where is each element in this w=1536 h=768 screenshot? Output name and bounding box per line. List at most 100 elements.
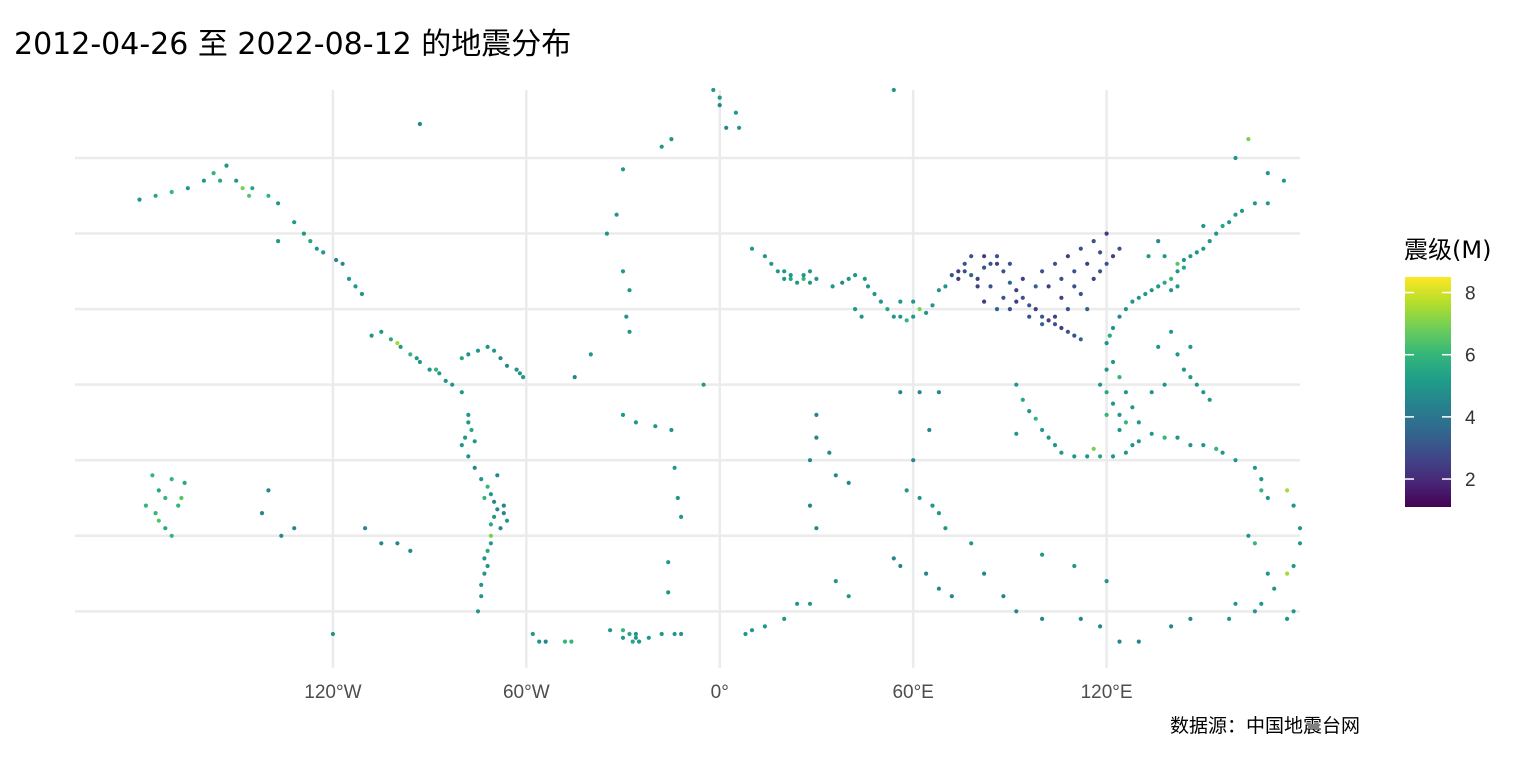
earthquake-point xyxy=(1091,239,1096,244)
earthquake-point xyxy=(627,329,632,334)
earthquake-point xyxy=(1117,314,1122,319)
earthquake-point xyxy=(1052,261,1058,266)
earthquake-point xyxy=(911,458,916,463)
earthquake-point xyxy=(176,503,181,508)
chart-title: 2012-04-26 至 2022-08-12 的地震分布 xyxy=(14,27,571,62)
earthquake-point xyxy=(1149,288,1154,293)
earthquake-point xyxy=(930,303,935,308)
earthquake-point xyxy=(1059,450,1064,455)
earthquake-point xyxy=(479,582,484,588)
earthquake-point xyxy=(495,473,500,478)
earthquake-point xyxy=(1175,284,1180,289)
earthquake-point xyxy=(1143,291,1148,297)
earthquake-point xyxy=(646,635,651,640)
earthquake-point xyxy=(666,590,671,595)
earthquake-point xyxy=(1040,322,1045,327)
earthquake-point xyxy=(1046,318,1051,323)
earthquake-point xyxy=(234,178,239,183)
earthquake-point xyxy=(1156,284,1161,289)
earthquake-point xyxy=(153,193,158,198)
earthquake-point xyxy=(627,288,632,293)
earthquake-point xyxy=(1046,435,1051,440)
earthquake-point xyxy=(1117,246,1122,251)
earthquake-point xyxy=(1123,390,1128,395)
earthquake-point xyxy=(1207,397,1212,402)
earthquake-point xyxy=(1233,458,1238,463)
earthquake-point xyxy=(1285,571,1290,576)
earthquake-point xyxy=(1136,639,1141,644)
earthquake-point xyxy=(443,378,448,383)
earthquake-point xyxy=(1297,541,1303,546)
earthquake-point xyxy=(1091,446,1096,451)
earthquake-point xyxy=(482,495,487,501)
earthquake-point xyxy=(466,454,471,459)
earthquake-point xyxy=(1259,601,1264,606)
earthquake-point xyxy=(807,280,813,285)
earthquake-point xyxy=(962,269,967,274)
earthquake-point xyxy=(1014,609,1019,614)
earthquake-point xyxy=(482,571,487,576)
earthquake-point xyxy=(1014,299,1019,304)
earthquake-point xyxy=(775,269,780,274)
earthquake-point xyxy=(1020,276,1025,281)
earthquake-point xyxy=(1291,609,1296,614)
earthquake-point xyxy=(762,624,768,629)
earthquake-point xyxy=(1265,571,1270,576)
earthquake-point xyxy=(1188,344,1193,349)
earthquake-point xyxy=(859,314,864,319)
earthquake-point xyxy=(927,427,932,433)
earthquake-point xyxy=(1033,307,1038,312)
earthquake-point xyxy=(975,276,980,281)
earthquake-point xyxy=(1104,412,1109,417)
earthquake-point xyxy=(1291,563,1296,569)
earthquake-point xyxy=(501,510,506,516)
earthquake-point xyxy=(917,307,922,312)
earthquake-point xyxy=(982,265,987,270)
earthquake-point xyxy=(1162,254,1167,259)
earthquake-point xyxy=(1169,624,1174,629)
earthquake-point xyxy=(1001,269,1006,274)
earthquake-point xyxy=(1104,231,1109,236)
earthquake-point xyxy=(517,371,523,376)
earthquake-point xyxy=(1078,616,1083,622)
earthquake-point xyxy=(956,269,961,274)
earthquake-point xyxy=(669,427,674,433)
earthquake-point xyxy=(1156,239,1161,244)
earthquake-point xyxy=(1136,295,1141,300)
earthquake-point xyxy=(1117,375,1122,380)
earthquake-point xyxy=(872,291,877,297)
earthquake-point xyxy=(485,344,490,349)
earthquake-point xyxy=(795,601,800,606)
earthquake-point xyxy=(1104,367,1109,372)
earthquake-point xyxy=(637,639,642,644)
earthquake-point xyxy=(724,125,729,130)
earthquake-point xyxy=(1281,178,1286,183)
earthquake-point xyxy=(485,548,490,554)
earthquake-point xyxy=(846,276,851,281)
earthquake-point xyxy=(633,420,639,425)
earthquake-point xyxy=(395,541,400,546)
earthquake-point xyxy=(485,484,490,489)
earthquake-point xyxy=(137,197,142,202)
earthquake-point xyxy=(1233,212,1238,217)
earthquake-point xyxy=(1265,495,1270,501)
earthquake-point xyxy=(211,171,216,176)
earthquake-point xyxy=(1033,284,1038,289)
earthquake-point xyxy=(878,299,884,304)
earthquake-point xyxy=(530,631,535,637)
legend-colorbar xyxy=(1405,277,1451,507)
earthquake-point xyxy=(1136,420,1141,425)
earthquake-point xyxy=(1227,616,1232,622)
legend-title: 震级(M) xyxy=(1404,236,1491,264)
earthquake-point xyxy=(982,571,987,576)
earthquake-point xyxy=(749,628,755,633)
earthquake-point xyxy=(482,556,487,561)
earthquake-point xyxy=(1162,435,1167,440)
earthquake-point xyxy=(488,541,493,546)
earthquake-point xyxy=(891,314,896,319)
earthquake-point xyxy=(1065,307,1070,312)
earthquake-point xyxy=(1252,541,1257,546)
legend-tick-label: 8 xyxy=(1465,284,1476,305)
earthquake-point xyxy=(1188,375,1193,380)
earthquake-point xyxy=(717,95,722,100)
